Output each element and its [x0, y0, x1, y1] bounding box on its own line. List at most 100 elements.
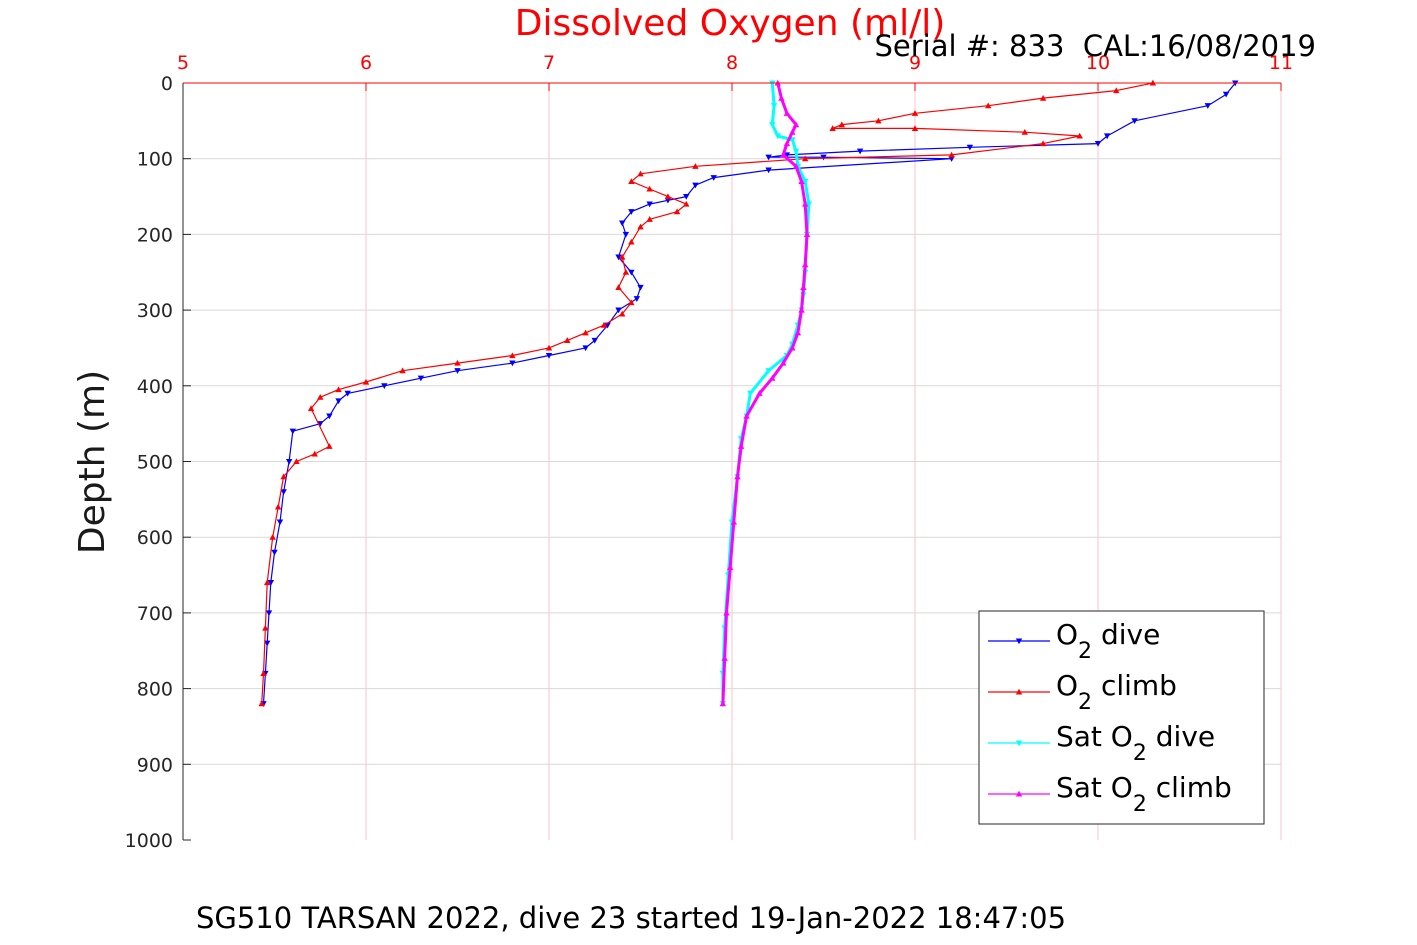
data-point	[335, 386, 342, 393]
data-point	[417, 375, 425, 382]
data-point	[276, 519, 284, 526]
data-point	[311, 450, 318, 457]
data-point	[1222, 91, 1230, 98]
data-point	[258, 700, 265, 707]
series-0	[260, 80, 1239, 707]
data-point	[692, 163, 699, 169]
legend-label-subscript: 2	[1133, 741, 1147, 766]
data-point	[591, 337, 598, 344]
legend-label: O2 dive	[1056, 618, 1160, 664]
data-point	[800, 284, 807, 290]
data-point	[326, 413, 333, 420]
data-point	[628, 238, 635, 245]
data-point	[1103, 133, 1111, 140]
data-point	[637, 284, 644, 291]
data-point	[646, 201, 653, 208]
data-point	[280, 473, 287, 480]
data-point	[289, 428, 296, 435]
data-point	[335, 398, 342, 405]
data-point	[792, 121, 800, 128]
x-tick-label: 6	[360, 52, 372, 74]
data-point	[582, 329, 589, 336]
data-point	[692, 182, 699, 189]
data-point	[1039, 140, 1047, 147]
data-point	[615, 307, 622, 314]
data-point	[798, 178, 805, 184]
legend-label-rest: climb	[1147, 771, 1232, 804]
data-point	[721, 655, 728, 661]
data-point	[317, 393, 324, 400]
data-point	[829, 125, 836, 131]
series-line	[721, 82, 809, 704]
legend-swatch-marker	[1015, 740, 1023, 747]
legend-label-main: O	[1056, 618, 1078, 651]
data-point	[820, 154, 827, 161]
data-point	[774, 133, 781, 140]
data-point	[637, 170, 644, 177]
data-point	[710, 175, 717, 181]
data-point	[765, 167, 772, 174]
data-point	[260, 670, 267, 677]
data-point	[545, 352, 553, 359]
data-point	[564, 337, 571, 343]
legend-label-main: Sat O	[1056, 720, 1133, 753]
data-point	[619, 253, 626, 260]
series-1	[258, 79, 1157, 707]
data-point	[803, 231, 811, 237]
data-point	[673, 208, 681, 215]
y-tick-label: 800	[137, 679, 173, 701]
x-tick-label: 5	[177, 52, 189, 74]
data-point	[780, 359, 787, 366]
data-point	[747, 390, 754, 397]
data-point	[582, 345, 589, 352]
data-point	[911, 125, 919, 131]
chart-title: Dissolved Oxygen (ml/l)	[515, 3, 946, 44]
data-point	[948, 151, 955, 158]
data-point	[293, 458, 300, 465]
x-tick-label: 7	[543, 52, 555, 74]
data-point	[269, 534, 276, 540]
data-point	[778, 94, 785, 101]
data-point	[1021, 129, 1028, 135]
data-point	[780, 151, 787, 158]
data-point	[271, 549, 278, 556]
data-point	[646, 216, 653, 222]
data-point	[399, 367, 406, 374]
data-point	[765, 368, 772, 374]
x-tick-label: 9	[909, 52, 921, 74]
data-point	[802, 178, 809, 185]
data-point	[628, 299, 635, 306]
data-point	[794, 329, 802, 336]
data-point	[307, 405, 315, 412]
legend-swatch-marker	[1015, 790, 1023, 797]
data-point	[1039, 94, 1047, 101]
data-point	[509, 352, 516, 359]
data-point	[262, 624, 269, 631]
legend-label: Sat O2 dive	[1056, 720, 1215, 766]
data-point	[783, 140, 791, 147]
y-tick-label: 200	[137, 224, 173, 246]
data-point	[1076, 132, 1083, 139]
y-tick-label: 300	[137, 300, 173, 322]
legend-label: O2 climb	[1056, 669, 1177, 715]
data-point	[723, 609, 730, 616]
legend-box	[978, 610, 1265, 825]
data-point	[743, 412, 750, 419]
data-point	[802, 155, 809, 162]
data-point	[792, 163, 800, 169]
y-tick-label: 900	[137, 754, 173, 776]
data-point	[875, 117, 882, 124]
data-point	[263, 640, 271, 647]
legend-label-rest: climb	[1092, 669, 1177, 702]
data-point	[1204, 103, 1211, 109]
legend-label-rest: dive	[1092, 618, 1160, 651]
series-line	[261, 82, 1154, 704]
data-point	[948, 156, 955, 162]
data-point	[730, 518, 738, 525]
y-axis-label: Depth (m)	[72, 370, 113, 554]
y-tick-label: 500	[137, 452, 173, 474]
data-point	[646, 185, 653, 192]
data-point	[615, 284, 622, 290]
data-point	[344, 390, 351, 397]
y-tick-label: 400	[137, 376, 173, 398]
